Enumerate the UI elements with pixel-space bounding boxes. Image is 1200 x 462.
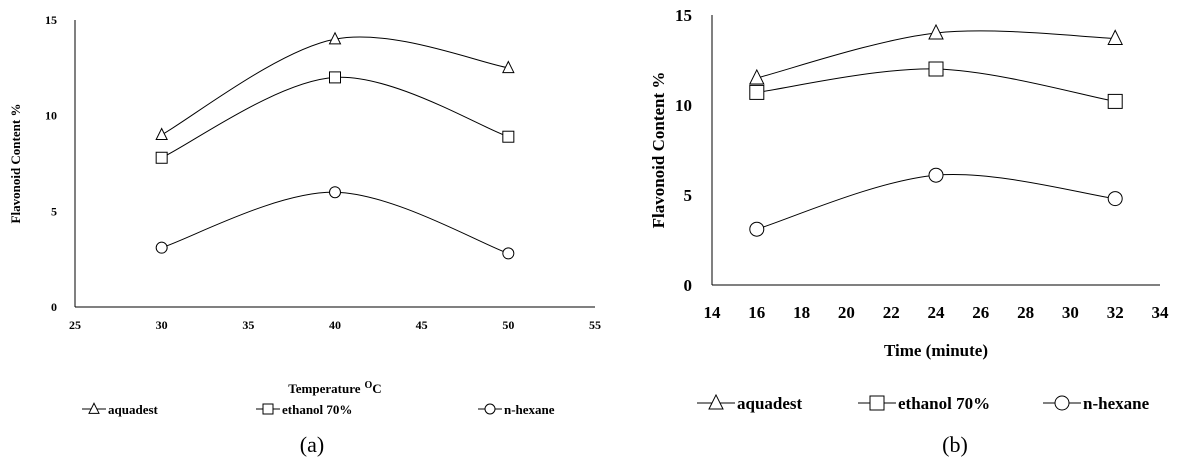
legend-label: aquadest: [108, 402, 159, 417]
x-tick-label: 25: [69, 318, 81, 332]
legend-item: n-hexane: [478, 402, 555, 417]
legend-label: aquadest: [737, 394, 803, 413]
legend-marker-triangle: [88, 402, 100, 414]
data-point-square: [155, 151, 168, 164]
data-point-triangle: [928, 23, 944, 40]
series-circle: [155, 186, 515, 260]
x-tick-label: 45: [416, 318, 428, 332]
y-tick-label: 10: [675, 96, 692, 115]
x-axis-title-text: Temperature: [288, 381, 360, 396]
x-axis-title-text: Time (minute): [884, 341, 988, 360]
series-square: [155, 71, 515, 164]
legend-marker-circle: [1054, 395, 1070, 411]
x-tick-label: 28: [1017, 303, 1034, 322]
legend-item: n-hexane: [1043, 394, 1150, 413]
data-point-triangle: [1107, 29, 1124, 45]
series-line: [161, 36, 509, 136]
series-triangle: [155, 31, 515, 141]
y-tick-label: 5: [51, 204, 57, 218]
legend-item: ethanol 70%: [256, 402, 352, 417]
x-tick-label: 16: [748, 303, 765, 322]
y-tick-label: 0: [51, 300, 57, 314]
x-tick-label: 26: [972, 303, 989, 322]
data-point-triangle: [502, 60, 515, 74]
panel-caption: (a): [300, 432, 324, 457]
x-tick-label: 22: [883, 303, 900, 322]
legend-item: aquadest: [697, 393, 803, 413]
y-axis-title: Flavonoid Content %: [8, 104, 23, 224]
series-line: [161, 76, 509, 159]
legend-marker-circle: [484, 403, 496, 415]
x-axis-title: Time (minute): [884, 341, 988, 360]
legend-marker-square: [262, 403, 274, 415]
y-tick-label: 0: [684, 276, 693, 295]
y-tick-label: 10: [45, 109, 57, 123]
y-tick-label: 15: [675, 6, 692, 25]
legend-marker-square: [869, 395, 885, 411]
x-tick-label: 14: [704, 303, 722, 322]
y-axis-title: Flavonoid Content %: [649, 72, 668, 229]
x-tick-label: 34: [1152, 303, 1170, 322]
y-tick-label: 15: [45, 13, 57, 27]
x-axis-title-unit: C: [372, 381, 381, 396]
legend-item: ethanol 70%: [858, 394, 990, 413]
series-circle: [749, 167, 1123, 237]
data-point-square: [749, 84, 765, 100]
data-point-circle: [928, 167, 944, 183]
series-line: [756, 174, 1116, 230]
data-point-triangle: [328, 31, 342, 45]
data-point-circle: [155, 241, 168, 254]
legend-label: ethanol 70%: [898, 394, 990, 413]
x-tick-label: 40: [329, 318, 341, 332]
x-tick-label: 20: [838, 303, 855, 322]
series-triangle: [748, 23, 1124, 85]
data-point-circle: [749, 221, 765, 237]
x-axis-title: Temperature OC: [288, 380, 381, 397]
series-square: [749, 61, 1123, 109]
legend-item: aquadest: [82, 402, 159, 417]
x-tick-label: 32: [1107, 303, 1124, 322]
x-axis-title-superscript: O: [365, 380, 373, 391]
y-tick-label: 5: [684, 186, 693, 205]
data-point-triangle: [155, 127, 168, 141]
legend-label: ethanol 70%: [282, 402, 352, 417]
panel-caption: (b): [942, 432, 968, 457]
series-line: [161, 191, 509, 254]
legend-label: n-hexane: [504, 402, 555, 417]
data-point-circle: [1107, 191, 1123, 207]
data-point-square: [329, 71, 341, 84]
x-tick-label: 50: [502, 318, 514, 332]
legend-label: n-hexane: [1083, 394, 1150, 413]
x-tick-label: 18: [793, 303, 810, 322]
x-tick-label: 30: [1062, 303, 1079, 322]
chart-panel-a: 0 5 10 15 25 30 35 40 45 50 55 Flavonoid Content % T…: [8, 13, 601, 457]
legend-marker-triangle: [708, 393, 724, 410]
x-tick-label: 55: [589, 318, 601, 332]
data-point-square: [928, 61, 944, 77]
data-point-circle: [329, 186, 341, 199]
chart-panel-b: 0 5 10 15 14 16 18 20 22 24 26 28 30 32 34 Flavonoid Co…: [649, 6, 1169, 457]
data-point-square: [1107, 93, 1123, 109]
data-point-circle: [502, 247, 515, 260]
data-point-square: [502, 130, 515, 143]
x-tick-label: 30: [156, 318, 168, 332]
x-tick-label: 35: [242, 318, 254, 332]
x-tick-label: 24: [928, 303, 946, 322]
data-point-triangle: [748, 68, 765, 85]
